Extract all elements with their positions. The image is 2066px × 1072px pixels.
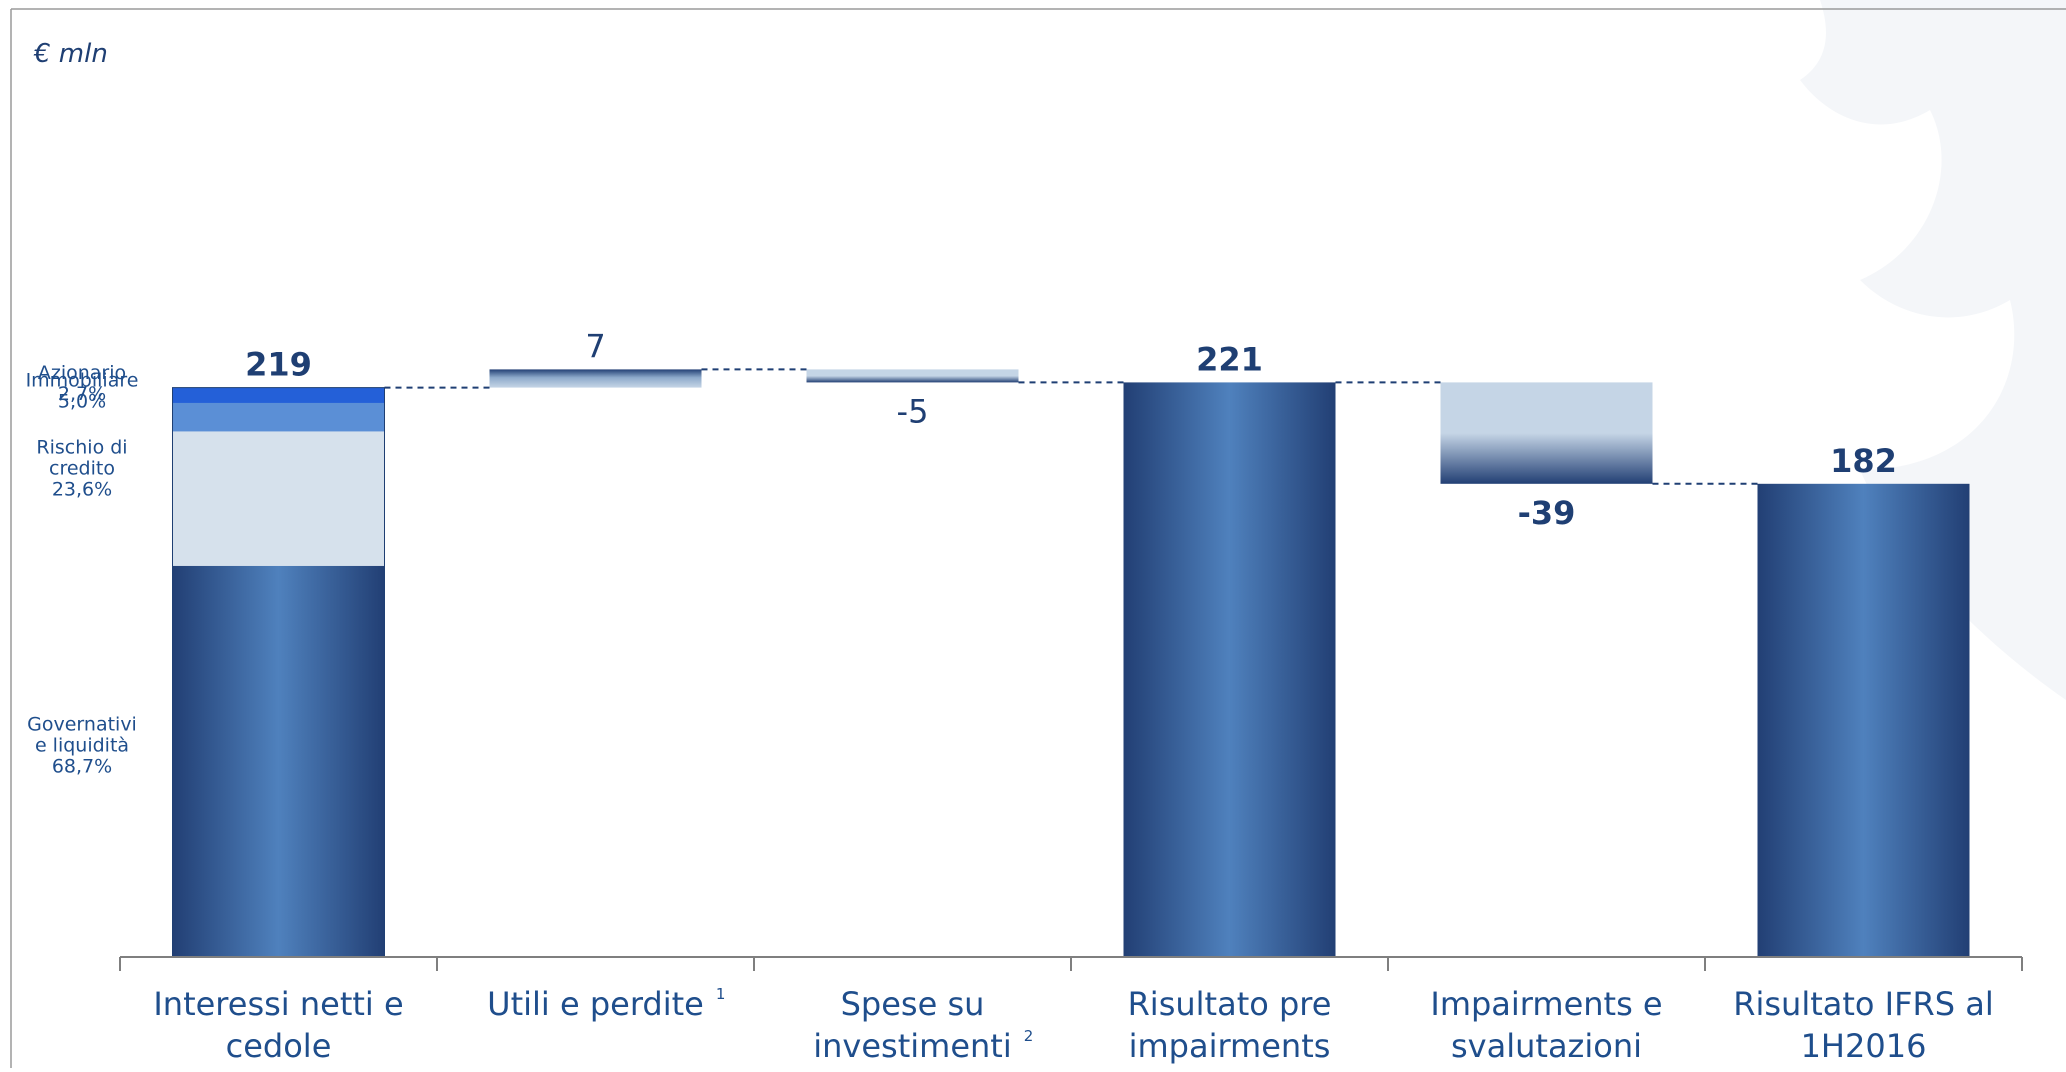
value-label: 221 bbox=[1196, 340, 1263, 378]
background-watermark bbox=[1800, 0, 2066, 700]
value-label: 182 bbox=[1830, 442, 1897, 480]
bar-segment bbox=[172, 402, 385, 432]
category-footnote-mark: 2 bbox=[1024, 1027, 1034, 1045]
segment-label: e liquidità bbox=[35, 734, 129, 756]
segment-label: Azionario bbox=[38, 362, 126, 384]
category-label: Risultato IFRS al bbox=[1733, 985, 1993, 1023]
bar-segment bbox=[172, 431, 385, 566]
category-label: Spese su bbox=[841, 985, 985, 1023]
bar bbox=[489, 369, 702, 388]
category-footnote-mark: 1 bbox=[716, 985, 726, 1003]
category-label: Utili e perdite bbox=[487, 985, 704, 1023]
segment-label: 2,7% bbox=[58, 383, 106, 405]
unit-label: € mln bbox=[33, 39, 108, 69]
bar bbox=[1123, 382, 1336, 957]
value-label: -39 bbox=[1518, 494, 1576, 532]
category-label: svalutazioni bbox=[1451, 1027, 1642, 1065]
segment-label: Governativi bbox=[27, 713, 137, 735]
segment-label: 5,0% bbox=[58, 391, 106, 413]
bar-segment bbox=[172, 387, 385, 403]
category-label: Risultato pre bbox=[1128, 985, 1332, 1023]
segment-label: Immobiliare bbox=[26, 370, 139, 392]
category-label: Impairments e bbox=[1430, 985, 1662, 1023]
category-label: 1H2016 bbox=[1801, 1027, 1927, 1065]
segment-label: credito bbox=[49, 458, 115, 480]
bar bbox=[806, 369, 1019, 383]
plot-area: 219 7 -5 221 -39 182 Interessi netti e cedole Ut… bbox=[26, 327, 2023, 1065]
segment-label: 23,6% bbox=[52, 479, 112, 501]
segment-label: 68,7% bbox=[52, 755, 112, 777]
category-label: cedole bbox=[226, 1027, 332, 1065]
value-label: 7 bbox=[585, 327, 605, 365]
category-label: Interessi netti e bbox=[153, 985, 403, 1023]
bar-segment bbox=[172, 565, 385, 957]
bar bbox=[1757, 483, 1970, 957]
bar bbox=[1440, 382, 1653, 484]
category-label: impairments bbox=[1129, 1027, 1331, 1065]
value-label: -5 bbox=[897, 392, 929, 430]
value-label: 219 bbox=[245, 346, 312, 384]
category-label: investimenti bbox=[813, 1027, 1011, 1065]
segment-label: Rischio di bbox=[36, 437, 127, 459]
